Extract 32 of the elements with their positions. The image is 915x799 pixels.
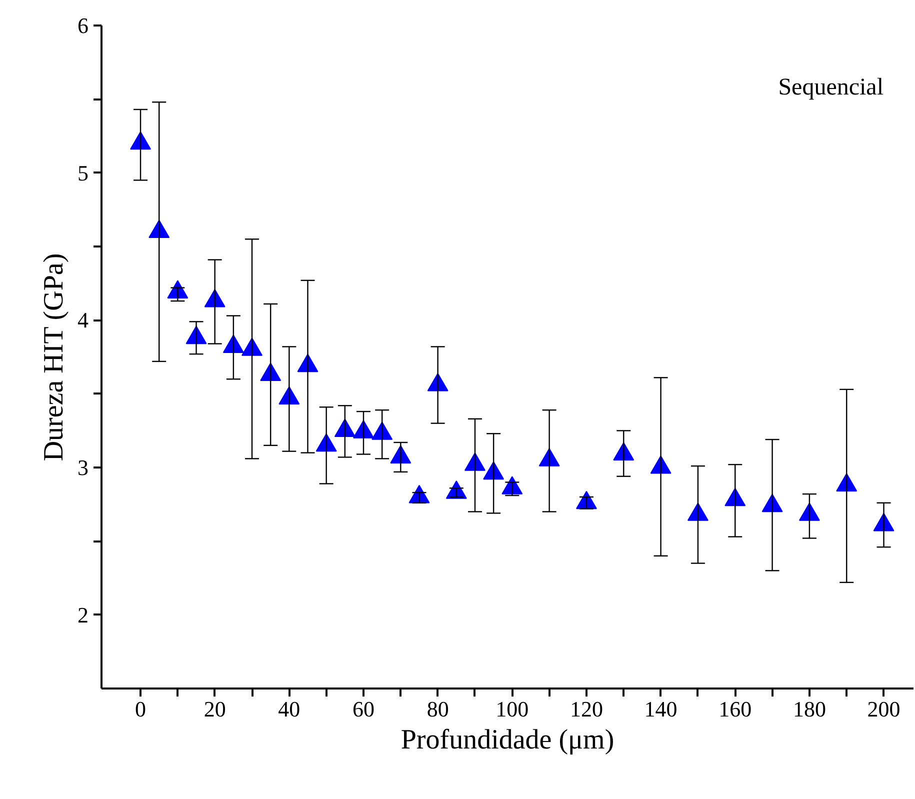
point [260, 362, 282, 381]
point [222, 334, 244, 353]
y-tick-label: 5 [78, 160, 88, 186]
y-tick-label: 2 [78, 602, 88, 628]
x-tick-label: 40 [278, 696, 300, 722]
point [148, 220, 170, 238]
x-tick-label: 60 [352, 696, 374, 722]
x-tick-label: 0 [135, 696, 146, 722]
point [483, 461, 504, 480]
x-tick-label: 160 [718, 696, 752, 722]
point [130, 131, 152, 150]
x-tick-label: 100 [496, 696, 529, 722]
point [372, 422, 393, 440]
point [724, 488, 746, 506]
point [613, 442, 634, 461]
point [687, 502, 708, 521]
x-tick-label: 180 [792, 696, 826, 722]
point [242, 338, 263, 356]
y-tick-label: 6 [78, 13, 88, 38]
point [836, 473, 858, 492]
x-tick-label: 80 [426, 696, 449, 722]
point [798, 502, 820, 521]
x-tick-label: 140 [644, 696, 678, 722]
y-tick-label: 4 [78, 308, 88, 333]
annotation: Sequencial [778, 74, 884, 100]
x-tick-label: 200 [867, 696, 900, 722]
y-axis-title: Dureza HIT (GPa) [38, 253, 70, 462]
point [464, 452, 486, 471]
x-tick-label: 20 [204, 696, 226, 722]
y-tick-label: 3 [78, 455, 88, 480]
x-axis-title: Profundidade (μm) [400, 724, 614, 756]
x-tick-label: 120 [570, 696, 603, 722]
